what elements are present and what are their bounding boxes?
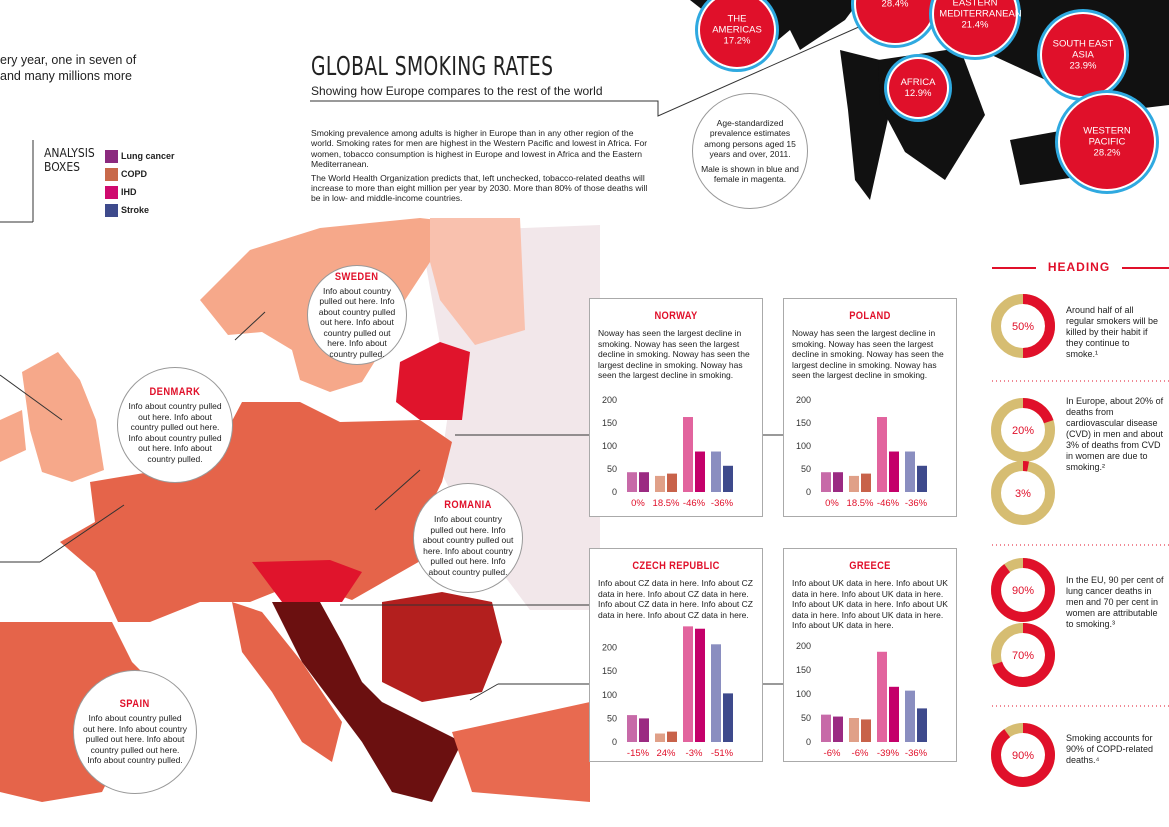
region-label: AFRICA 12.9%: [893, 77, 944, 99]
ireland: [0, 410, 26, 462]
chart-title: NORWAY: [654, 310, 698, 322]
baltic: [396, 342, 470, 420]
sidebar-heading: HEADING: [1047, 260, 1111, 274]
paragraph: Smoking prevalence among adults is highe…: [311, 128, 648, 170]
region-circle: [889, 59, 947, 117]
region-name: WESTERN PACIFIC: [1083, 125, 1131, 148]
note-circle: Age-standardized prevalence estimates am…: [692, 93, 808, 209]
country-callout: SPAIN Info about country pulled out here.…: [73, 670, 197, 794]
region-value: 23.9%: [1069, 60, 1097, 72]
leader-line: [469, 683, 499, 701]
chart-text: Noway has seen the largest decline in sm…: [792, 328, 944, 381]
chart-title: CZECH REPUBLIC: [632, 560, 720, 572]
region-name: EASTERN MEDITERRANEAN: [939, 0, 1022, 20]
region-circle: [1042, 14, 1124, 96]
region-value: 17.2%: [723, 35, 751, 47]
callout-text: Info about country pulled out here. Info…: [422, 514, 514, 577]
legend-label: IHD: [121, 187, 137, 197]
note-sub: Male is shown in blue and female in mage…: [701, 163, 799, 185]
world-land: [840, 50, 890, 200]
callout-title: SWEDEN: [335, 270, 379, 283]
legend-label: COPD: [121, 169, 148, 179]
central: [252, 560, 362, 602]
romania-bulgaria: [382, 592, 502, 702]
balkans: [272, 602, 462, 802]
paragraph: The World Health Organization predicts t…: [311, 172, 648, 204]
chart-text: Info about UK data in here. Info about U…: [792, 578, 948, 631]
intro: ery year, one in seven of and many milli…: [0, 52, 136, 84]
callout-title: ROMANIA: [444, 499, 492, 511]
region-label: THE AMERICAS 17.2%: [705, 14, 770, 47]
chart-box: CZECH REPUBLIC Info about CZ data in here…: [589, 548, 763, 762]
leader-line: [234, 311, 266, 341]
region-label: 28.4%: [861, 0, 929, 10]
country-callout: DENMARK Info about country pulled out her…: [117, 367, 233, 483]
finland: [430, 218, 525, 345]
legend-label: Lung cancer: [121, 151, 175, 161]
region-value: 28.2%: [1093, 147, 1121, 159]
intro-line: ery year, one in seven of: [0, 53, 137, 67]
mainland: [60, 402, 452, 622]
leader-line: [39, 504, 125, 563]
chart-title: GREECE: [849, 560, 891, 572]
note-text: Age-standardized prevalence estimates am…: [704, 117, 796, 160]
region-label: WESTERN PACIFIC 28.2%: [1066, 126, 1148, 159]
legend-item: IHD: [105, 183, 175, 201]
legend-swatch: [105, 185, 118, 199]
callout-text: Info about country pulled out here. Info…: [318, 285, 396, 359]
region-circle: [856, 0, 934, 43]
legend-item: Lung cancer: [105, 147, 175, 165]
country-callout: SWEDEN Info about country pulled out here…: [307, 265, 407, 365]
legend-swatch: [105, 167, 118, 181]
italy: [232, 602, 342, 762]
subtitle: Showing how Europe compares to the rest …: [311, 84, 603, 98]
callout-title: DENMARK: [149, 386, 201, 398]
sidebar-text: In Europe, about 20% of deaths from card…: [1066, 396, 1164, 472]
intro-line: and many millions more: [0, 69, 132, 83]
region-value: 21.4%: [961, 19, 989, 31]
legend-label: Stroke: [121, 205, 150, 215]
region-circle: [700, 0, 774, 67]
legend-swatch: [105, 203, 118, 217]
region-label: EASTERN MEDITERRANEAN 21.4%: [939, 0, 1022, 31]
legend-item: Stroke: [105, 201, 175, 219]
leader-line: [310, 21, 871, 117]
region-value: 28.4%: [881, 0, 909, 10]
sidebar-text: Around half of all regular smokers will …: [1066, 305, 1159, 359]
region-circle: [934, 0, 1016, 55]
country-callout: ROMANIA Info about country pulled out her…: [413, 483, 523, 593]
legend-item: COPD: [105, 165, 175, 183]
title: GLOBAL SMOKING RATES: [311, 52, 554, 82]
callout-text: Info about country pulled out here. Info…: [83, 713, 187, 766]
analysis-title: ANALYSIS BOXES: [44, 146, 95, 174]
region-name: AFRICA: [900, 77, 936, 88]
region-name: THE AMERICAS: [712, 13, 762, 36]
chart-box: GREECE Info about UK data in here. Info a…: [783, 548, 957, 762]
region-label: SOUTH EAST ASIA 23.9%: [1047, 39, 1118, 72]
sidebar-text: In the EU, 90 per cent of lung cancer de…: [1066, 575, 1164, 629]
callout-text: Info about country pulled out here. Info…: [128, 401, 222, 464]
world-land: [1010, 130, 1070, 185]
region-circle: [1060, 95, 1154, 189]
chart-title: POLAND: [849, 310, 891, 322]
chart-text: Info about CZ data in here. Info about C…: [598, 578, 753, 620]
callout-title: SPAIN: [119, 698, 151, 711]
leader-line: [0, 374, 63, 421]
uk: [22, 352, 104, 482]
analysis-legend: Lung cancer COPD IHD Stroke: [105, 147, 175, 219]
region-name: SOUTH EAST ASIA: [1052, 38, 1114, 61]
chart-text: Noway has seen the largest decline in sm…: [598, 328, 750, 381]
sidebar-text: Smoking accounts for 90% of COPD-related…: [1066, 733, 1154, 765]
turkey: [452, 702, 590, 802]
body-text: Smoking prevalence among adults is highe…: [311, 128, 656, 204]
chart-box: POLAND Noway has seen the largest decline…: [783, 298, 957, 517]
region-value: 12.9%: [904, 88, 932, 99]
legend-swatch: [105, 149, 118, 163]
leader-line: [374, 469, 421, 511]
chart-box: NORWAY Noway has seen the largest decline…: [589, 298, 763, 517]
